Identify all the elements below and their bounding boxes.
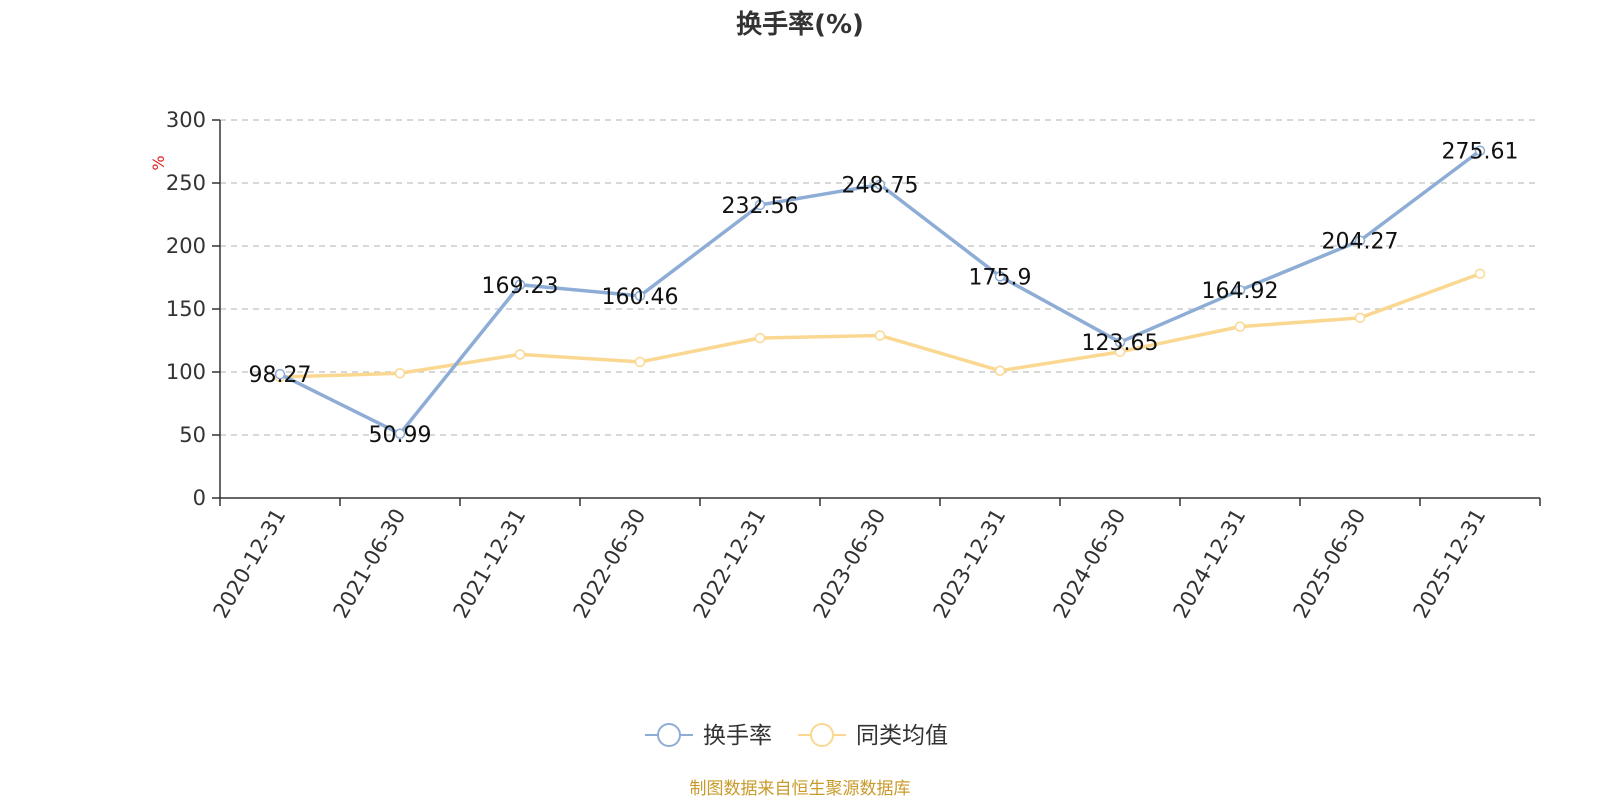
data-label: 169.23 — [482, 274, 559, 299]
data-point — [634, 290, 646, 302]
grid-lines — [220, 119, 1540, 436]
data-point — [514, 349, 526, 360]
x-tick-label: 2025-12-31 — [1409, 505, 1491, 623]
data-point — [514, 279, 526, 291]
data-point — [394, 368, 406, 379]
chart-title: 换手率(%) — [736, 9, 864, 40]
legend-swatch-marker — [810, 723, 834, 747]
legend: 换手率 同类均值 — [645, 723, 948, 749]
data-point — [394, 428, 406, 440]
y-tick-label: 150 — [166, 297, 206, 321]
y-tick-label: 250 — [166, 171, 206, 195]
y-tick-label: 0 — [193, 486, 206, 510]
x-tick-label: 2023-06-30 — [809, 505, 891, 623]
data-label: 98.27 — [249, 363, 312, 388]
y-tick-label: 50 — [179, 423, 206, 447]
x-tick-label: 2025-06-30 — [1289, 505, 1371, 623]
data-label: 204.27 — [1322, 230, 1399, 255]
data-point — [1114, 336, 1126, 348]
data-label: 50.99 — [369, 423, 432, 448]
data-point — [1354, 312, 1366, 324]
data-point — [274, 368, 286, 380]
legend-item-1: 换手率 — [645, 723, 772, 749]
x-tick-label: 2022-06-30 — [569, 505, 651, 623]
data-label: 232.56 — [722, 194, 799, 219]
x-tick-label: 2022-12-31 — [689, 505, 771, 623]
data-point — [1234, 321, 1246, 332]
data-point — [1474, 145, 1486, 156]
data-label: 123.65 — [1082, 331, 1159, 356]
data-label: 160.46 — [602, 285, 679, 310]
data-point — [1354, 235, 1366, 246]
legend-swatch-marker — [657, 723, 681, 747]
data-label: 175.9 — [969, 265, 1032, 290]
y-tick-label: 300 — [166, 108, 206, 132]
x-tick-label: 2020-12-31 — [209, 505, 291, 623]
data-label: 248.75 — [842, 174, 919, 199]
data-point — [994, 271, 1006, 282]
y-axis-unit-label: % — [149, 155, 168, 170]
x-tick-label: 2023-12-31 — [929, 505, 1011, 623]
data-point — [994, 365, 1006, 376]
data-point — [754, 332, 766, 344]
data-point — [634, 356, 646, 368]
x-tick-label: 2024-12-31 — [1169, 505, 1251, 623]
data-point — [1234, 284, 1246, 296]
legend-label: 同类均值 — [856, 723, 948, 749]
x-tick-label: 2021-06-30 — [329, 505, 411, 623]
data-point — [874, 330, 886, 341]
data-label: 275.61 — [1442, 140, 1519, 165]
data-point — [754, 199, 766, 211]
data-point — [1474, 268, 1486, 279]
x-tick-label: 2021-12-31 — [449, 505, 531, 623]
x-tick-label: 2024-06-30 — [1049, 505, 1131, 623]
series-2 — [274, 268, 1486, 383]
legend-item-2: 同类均值 — [798, 723, 948, 749]
series-layer: 98.27 50.99 169.23 160.46 232.56 248.75 175.9 1… — [249, 140, 1519, 448]
legend-label: 换手率 — [703, 723, 772, 749]
source-note: 制图数据来自恒生聚源数据库 — [690, 779, 911, 799]
data-point — [874, 179, 886, 190]
y-tick-label: 100 — [166, 360, 206, 384]
series-1: 98.27 50.99 169.23 160.46 232.56 248.75 175.9 1… — [249, 140, 1519, 448]
y-tick-label: 200 — [166, 234, 206, 258]
data-label: 164.92 — [1202, 279, 1279, 304]
